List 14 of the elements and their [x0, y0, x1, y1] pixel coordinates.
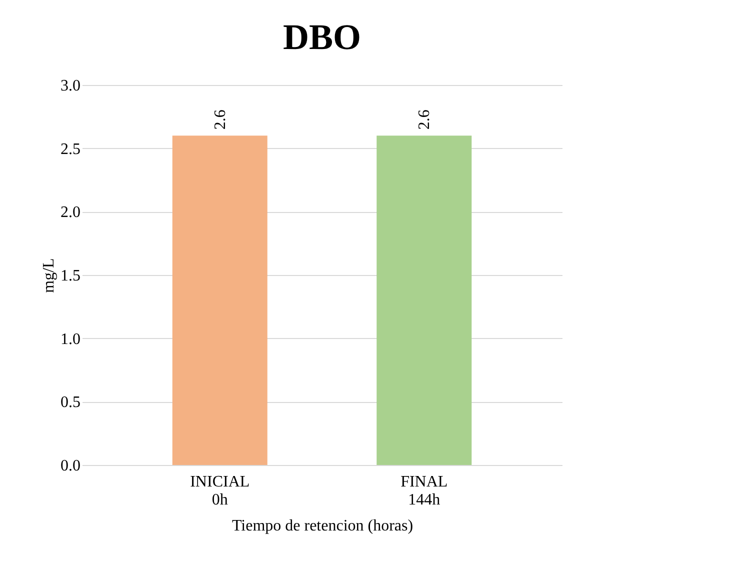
- chart-title: DBO: [282, 17, 362, 57]
- data-label: 2.6: [212, 110, 229, 130]
- y-tick-label: 1.5: [60, 268, 80, 284]
- y-tick-label: 0.0: [60, 458, 80, 474]
- y-tick-label: 2.0: [60, 204, 80, 222]
- x-tick-label: INICIAL 0h: [190, 474, 250, 508]
- y-tick-label: 3.0: [60, 78, 80, 94]
- data-label: 2.6: [416, 110, 434, 130]
- x-tick-label: FINAL 144h: [400, 474, 448, 508]
- y-tick-label: 0.5: [60, 394, 80, 412]
- y-tick-label: 2.5: [60, 140, 80, 158]
- x-axis-title: Tiempo de retencion (horas): [232, 518, 414, 534]
- y-tick-label: 1.0: [60, 330, 80, 348]
- y-axis-title: mg/L: [40, 258, 58, 293]
